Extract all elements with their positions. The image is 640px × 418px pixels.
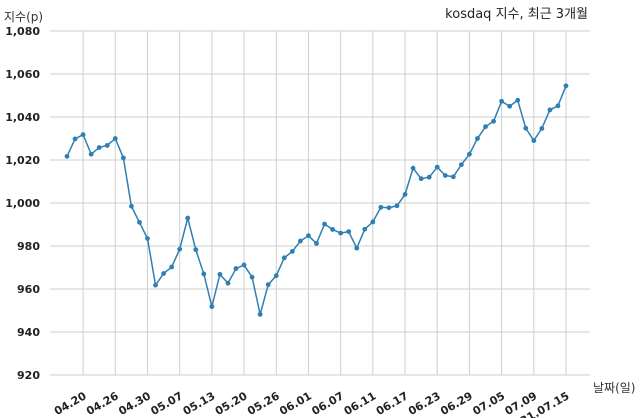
y-tick-label: 960 — [17, 283, 40, 296]
series-line — [66, 85, 567, 315]
x-tick-label: 05.26 — [245, 389, 282, 418]
y-tick-label: 920 — [17, 369, 40, 382]
data-point — [120, 155, 126, 161]
y-tick-label: 940 — [17, 326, 40, 339]
data-point — [289, 248, 295, 254]
data-point — [402, 192, 408, 197]
x-tick-label: 04.30 — [116, 389, 153, 418]
y-tick-label: 1,020 — [5, 154, 40, 167]
x-tick-label: 06.01 — [277, 389, 314, 418]
data-point — [104, 142, 110, 148]
data-point — [547, 107, 553, 113]
x-tick-label: 06.23 — [406, 389, 443, 418]
data-point — [177, 246, 183, 252]
data-point — [145, 236, 150, 241]
x-tick-label: 06.11 — [342, 389, 379, 418]
data-point — [201, 271, 207, 277]
x-tick-label: 06.29 — [438, 389, 475, 418]
data-point — [531, 138, 537, 144]
data-point — [434, 164, 440, 170]
data-point — [386, 205, 392, 211]
data-point — [483, 124, 488, 130]
data-point — [563, 83, 569, 89]
data-point — [515, 97, 521, 103]
data-point — [346, 229, 352, 234]
y-tick-label: 1,060 — [5, 68, 40, 81]
data-point — [241, 262, 247, 268]
data-point — [72, 136, 78, 142]
data-point — [217, 271, 223, 277]
data-point — [209, 304, 215, 310]
y-tick-label: 980 — [17, 240, 40, 253]
data-point — [281, 255, 287, 261]
data-point — [137, 219, 142, 225]
y-axis-ticks: 920 940 960 980 1,000 1,020 1,040 1,060 1,080 — [5, 25, 40, 382]
data-point — [314, 241, 319, 246]
x-tick-label: 04.20 — [52, 389, 89, 418]
y-tick-label: 1,080 — [5, 25, 40, 38]
data-point — [418, 176, 424, 182]
data-point — [233, 266, 239, 271]
data-point — [467, 151, 472, 157]
y-tick-label: 1,000 — [5, 197, 40, 210]
data-point — [64, 153, 70, 159]
x-tick-label: 05.13 — [181, 389, 218, 418]
x-tick-label: 06.17 — [374, 389, 411, 418]
data-point — [410, 165, 416, 171]
data-point — [298, 238, 303, 244]
data-point — [80, 132, 86, 138]
data-point — [193, 247, 199, 253]
data-point — [185, 215, 191, 221]
data-point — [169, 264, 175, 270]
x-tick-label: 05.07 — [149, 389, 186, 418]
data-point — [370, 219, 376, 225]
data-point — [249, 274, 255, 280]
data-point — [88, 151, 94, 157]
data-point — [507, 103, 513, 109]
data-point — [306, 233, 311, 239]
x-axis-ticks: 04.2004.2604.3005.0705.1305.2005.2606.01… — [52, 389, 572, 418]
data-point — [426, 174, 432, 180]
data-point — [273, 273, 279, 279]
data-point — [112, 136, 118, 141]
x-axis-title: 날짜(일) — [593, 381, 635, 395]
data-point — [539, 125, 545, 131]
data-point — [394, 203, 400, 209]
series-points — [64, 83, 569, 317]
x-tick-label: 05.20 — [213, 389, 250, 418]
data-point — [450, 174, 456, 180]
data-point — [354, 245, 360, 251]
data-point — [362, 226, 368, 232]
data-point — [265, 282, 271, 288]
data-point — [330, 227, 335, 232]
data-point — [128, 203, 134, 209]
data-point — [555, 103, 561, 109]
data-point — [153, 282, 158, 288]
data-point — [322, 221, 327, 227]
data-point — [161, 271, 166, 276]
data-point — [257, 311, 263, 317]
data-point — [225, 280, 231, 286]
data-point — [491, 118, 496, 124]
x-tick-label: 07.05 — [470, 389, 507, 418]
data-point — [523, 125, 529, 131]
y-tick-label: 1,040 — [5, 111, 40, 124]
chart-title: kosdaq 지수, 최근 3개월 — [445, 7, 588, 22]
data-point — [96, 145, 102, 150]
data-point — [378, 204, 384, 210]
data-point — [442, 173, 448, 178]
grid — [50, 30, 590, 376]
data-point — [499, 98, 505, 104]
x-tick-label: 04.26 — [84, 389, 121, 418]
data-point — [338, 230, 344, 236]
data-point — [475, 136, 480, 141]
x-tick-label: 06.07 — [310, 389, 347, 418]
y-axis-title: 지수(p) — [4, 10, 43, 24]
data-point — [458, 162, 464, 168]
